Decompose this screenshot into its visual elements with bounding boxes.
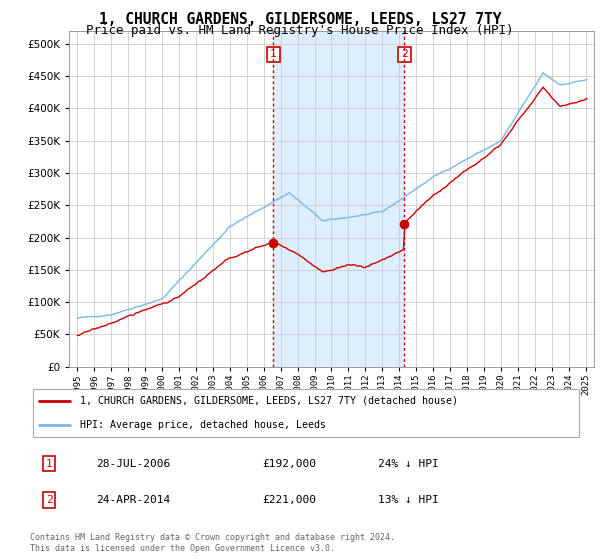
Bar: [274, 31, 404, 367]
Text: 1: 1: [270, 49, 277, 59]
Text: 1, CHURCH GARDENS, GILDERSOME, LEEDS, LS27 7TY: 1, CHURCH GARDENS, GILDERSOME, LEEDS, LS…: [99, 12, 501, 27]
Text: 1: 1: [46, 459, 53, 469]
Text: 2: 2: [401, 49, 408, 59]
Text: HPI: Average price, detached house, Leeds: HPI: Average price, detached house, Leed…: [80, 420, 326, 430]
Text: Contains HM Land Registry data © Crown copyright and database right 2024.
This d: Contains HM Land Registry data © Crown c…: [30, 533, 395, 553]
Text: Price paid vs. HM Land Registry's House Price Index (HPI): Price paid vs. HM Land Registry's House …: [86, 24, 514, 37]
Text: 24% ↓ HPI: 24% ↓ HPI: [378, 459, 439, 469]
Text: 13% ↓ HPI: 13% ↓ HPI: [378, 495, 439, 505]
Text: 28-JUL-2006: 28-JUL-2006: [96, 459, 170, 469]
Text: £192,000: £192,000: [262, 459, 316, 469]
Text: 24-APR-2014: 24-APR-2014: [96, 495, 170, 505]
Text: £221,000: £221,000: [262, 495, 316, 505]
FancyBboxPatch shape: [33, 389, 579, 437]
Text: 1, CHURCH GARDENS, GILDERSOME, LEEDS, LS27 7TY (detached house): 1, CHURCH GARDENS, GILDERSOME, LEEDS, LS…: [80, 396, 458, 406]
Text: 2: 2: [46, 495, 53, 505]
